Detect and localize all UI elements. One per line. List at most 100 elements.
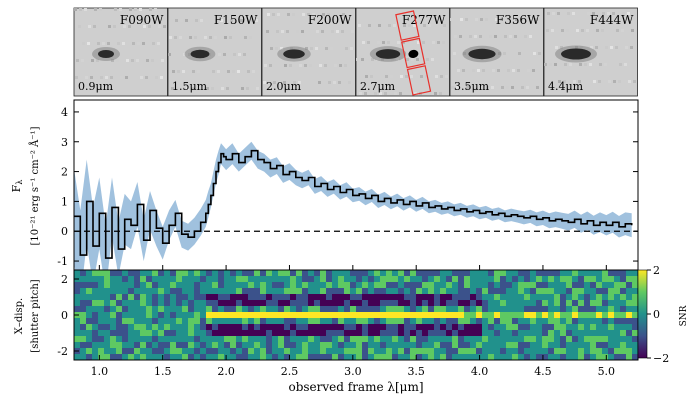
noise-speckle (578, 80, 581, 83)
snr-cell (362, 336, 369, 343)
snr-cell (182, 330, 189, 337)
snr-cell (452, 354, 459, 361)
galaxy-core (283, 49, 305, 59)
snr-cell (86, 312, 93, 319)
noise-speckle (93, 25, 96, 28)
snr-cell (602, 336, 609, 343)
snr-cell (416, 294, 423, 301)
snr-cell (230, 354, 237, 361)
snr-cell (248, 330, 255, 337)
snr-cell (554, 342, 561, 349)
snr-cell (632, 306, 639, 313)
snr-cell (98, 324, 105, 331)
snr-cell (620, 330, 627, 337)
snr-cell (386, 300, 393, 307)
snr-cell (314, 312, 321, 319)
snr-cell (476, 300, 483, 307)
snr-cell (164, 318, 171, 325)
snr-cell (488, 294, 495, 301)
noise-speckle (479, 35, 482, 38)
noise-speckle (429, 92, 432, 95)
snr-cell (344, 348, 351, 355)
snr-cell (122, 318, 129, 325)
snr-cell (476, 294, 483, 301)
snr-cell (602, 306, 609, 313)
snr-cell (518, 288, 525, 295)
snr-cell (320, 300, 327, 307)
noise-speckle (633, 80, 636, 83)
snr-cell (314, 354, 321, 361)
snr-cell (374, 342, 381, 349)
snr-cell (518, 348, 525, 355)
noise-speckle (286, 30, 289, 33)
snr-cell (230, 306, 237, 313)
snr-cell (554, 354, 561, 361)
snr-cell (140, 312, 147, 319)
snr-cell (260, 300, 267, 307)
snr-cell (380, 306, 387, 313)
noise-speckle (174, 36, 177, 39)
noise-speckle (200, 19, 203, 22)
noise-speckle (264, 64, 267, 67)
colorbar: 20−2 SNR (637, 264, 689, 365)
noise-speckle (572, 12, 575, 15)
snr-cell (512, 300, 519, 307)
snr-cell (332, 294, 339, 301)
noise-speckle (125, 76, 128, 79)
noise-speckle (527, 69, 530, 72)
noise-speckle (301, 30, 304, 33)
cutout-wavelength-label: 4.4μm (548, 80, 584, 93)
snr-cell (182, 300, 189, 307)
snr-cell (164, 324, 171, 331)
snr-cell (146, 282, 153, 289)
snr-cell (74, 282, 81, 289)
snr-cell (500, 348, 507, 355)
snr-cell (104, 282, 111, 289)
noise-speckle (316, 30, 319, 33)
noise-speckle (456, 86, 459, 89)
snr-cell (608, 324, 615, 331)
snr-cell (350, 348, 357, 355)
snr-cell (440, 336, 447, 343)
snr-cell (350, 276, 357, 283)
snr-cell (566, 276, 573, 283)
snr-cell (308, 342, 315, 349)
snr-cell (590, 270, 597, 277)
snr-cell (266, 324, 273, 331)
noise-speckle (148, 25, 151, 28)
noise-speckle (220, 19, 223, 22)
snr-cell (458, 288, 465, 295)
noise-speckle (368, 24, 371, 27)
snr-cell (110, 312, 117, 319)
noise-speckle (459, 35, 462, 38)
snr-cell (182, 318, 189, 325)
snr-cell (416, 312, 423, 319)
snr-cell (368, 270, 375, 277)
snr-cell (356, 318, 363, 325)
snr-cell (98, 348, 105, 355)
snr-cell (596, 342, 603, 349)
snr-cell (422, 300, 429, 307)
snr-cell (212, 306, 219, 313)
noise-speckle (217, 70, 220, 73)
snr-cell (278, 288, 285, 295)
snr-cell (524, 294, 531, 301)
snr-cell (326, 330, 333, 337)
snr-cell (488, 312, 495, 319)
noise-speckle (631, 29, 634, 32)
noise-speckle (374, 92, 377, 95)
snr-cell (326, 306, 333, 313)
snr-cell (176, 282, 183, 289)
snr-cell (74, 300, 81, 307)
snr-cell (386, 348, 393, 355)
snr-cell (194, 300, 201, 307)
snr-cell (326, 282, 333, 289)
snr-cell (458, 300, 465, 307)
snr-cell (308, 312, 315, 319)
snr-cell (356, 330, 363, 337)
snr-cell (434, 276, 441, 283)
snr-cell (152, 288, 159, 295)
snr-cell (200, 288, 207, 295)
snr-cell (602, 300, 609, 307)
snr-cell (572, 282, 579, 289)
